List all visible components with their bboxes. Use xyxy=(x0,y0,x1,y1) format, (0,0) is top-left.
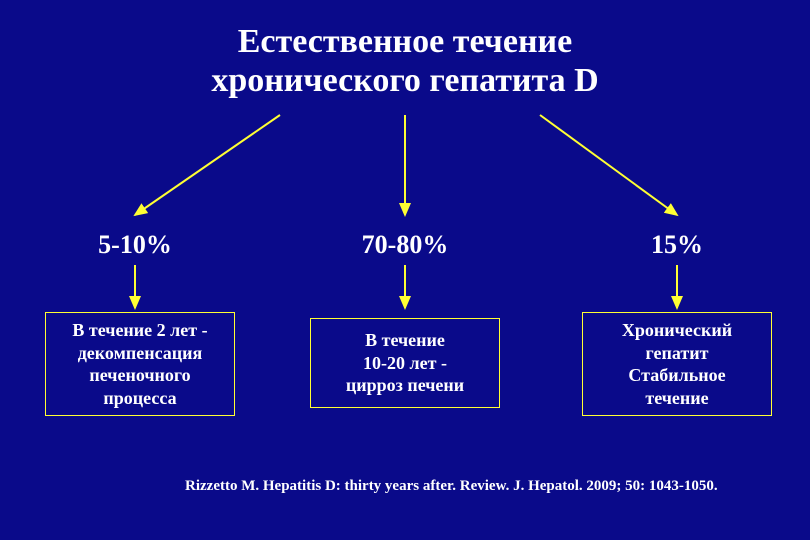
outcome-box-2: ХроническийгепатитСтабильноетечение xyxy=(582,312,772,416)
percent-label-0: 5-10% xyxy=(98,230,172,260)
outcome-box-1: В течение10-20 лет -цирроз печени xyxy=(310,318,500,408)
arrow-2 xyxy=(540,115,677,215)
percent-label-2: 15% xyxy=(651,230,703,260)
title-line-2: хронического гепатита D xyxy=(211,62,598,99)
citation-text: Rizzetto M. Hepatitis D: thirty years af… xyxy=(185,478,718,495)
outcome-box-0: В течение 2 лет -декомпенсацияпеченочног… xyxy=(45,312,235,416)
percent-label-1: 70-80% xyxy=(362,230,449,260)
title-line-1: Естественное течение xyxy=(238,23,572,60)
slide-title: Естественное течение хронического гепати… xyxy=(0,22,810,100)
arrow-0 xyxy=(135,115,280,215)
